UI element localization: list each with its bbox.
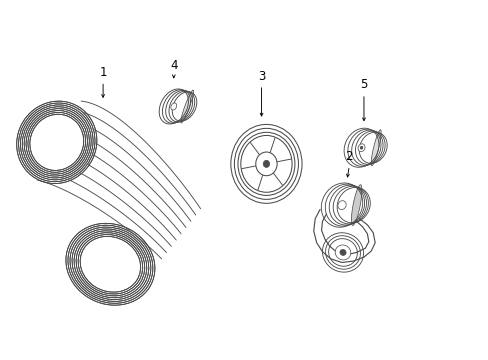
Ellipse shape [337,201,346,210]
Ellipse shape [334,245,350,260]
Text: 3: 3 [257,69,264,82]
Text: 5: 5 [360,78,367,91]
Ellipse shape [339,249,346,255]
Ellipse shape [263,160,269,167]
Ellipse shape [67,225,153,304]
Text: 1: 1 [99,66,106,79]
Text: 4: 4 [170,59,177,72]
Ellipse shape [255,152,277,176]
Ellipse shape [181,90,193,123]
Ellipse shape [170,103,176,110]
Text: 2: 2 [345,150,352,163]
Ellipse shape [351,185,361,225]
Ellipse shape [360,146,362,149]
Ellipse shape [18,102,96,182]
Ellipse shape [357,144,364,152]
Ellipse shape [370,130,380,166]
Ellipse shape [240,135,291,192]
